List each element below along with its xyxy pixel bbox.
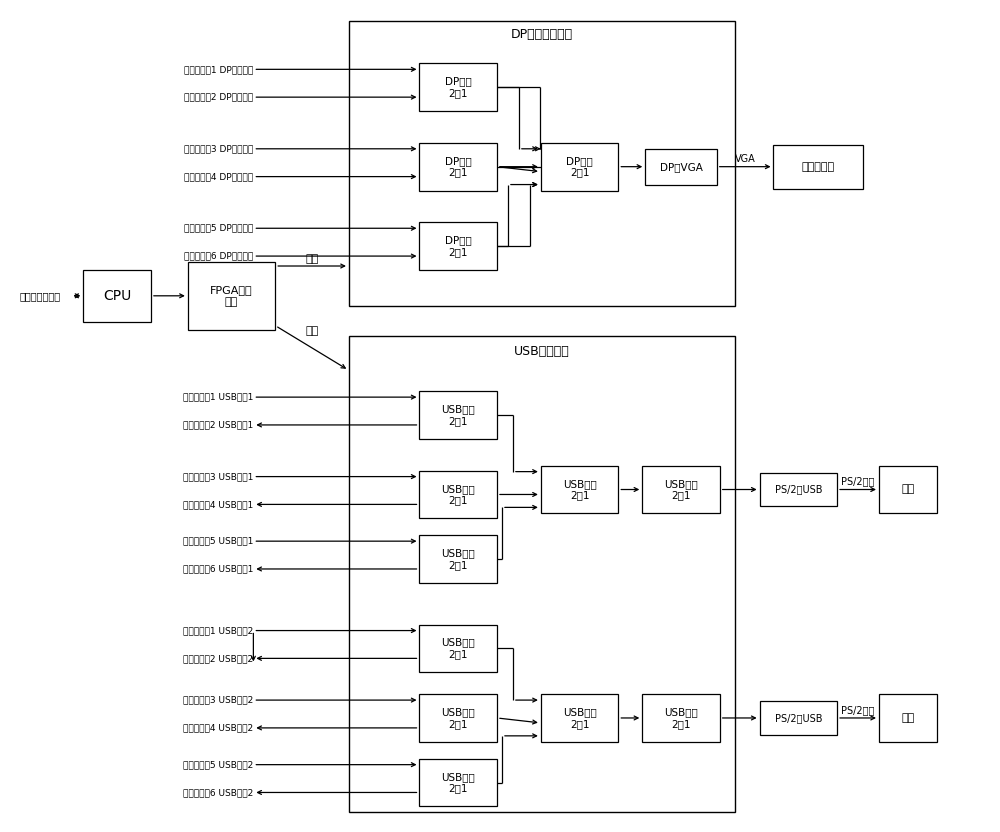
Text: USB切换
2选1: USB切换 2选1 (563, 707, 596, 729)
Text: DP切换
2选1: DP切换 2选1 (566, 156, 593, 177)
Bar (83, 270, 151, 322)
Bar (541, 466, 618, 513)
Bar (642, 466, 720, 513)
Text: 以太网控制信号: 以太网控制信号 (20, 291, 61, 301)
Text: 计算机模块6 USB信号2: 计算机模块6 USB信号2 (183, 788, 253, 797)
Text: 计算机模块6 DP显示信号: 计算机模块6 DP显示信号 (184, 251, 253, 260)
Bar (419, 391, 497, 438)
Text: USB切换
2选1: USB切换 2选1 (441, 707, 475, 729)
Text: USB切换
2选1: USB切换 2选1 (441, 772, 475, 794)
Bar (419, 471, 497, 518)
Text: 计算机模块1 USB信号1: 计算机模块1 USB信号1 (183, 393, 253, 402)
Text: 控制: 控制 (305, 254, 319, 264)
Bar (419, 222, 497, 270)
Bar (419, 535, 497, 583)
Bar (541, 143, 618, 191)
Bar (419, 694, 497, 742)
Text: PS/2转USB: PS/2转USB (775, 484, 822, 494)
Text: DP切换
2选1: DP切换 2选1 (445, 77, 472, 98)
Bar (419, 143, 497, 191)
Text: 计算机模块5 USB信号1: 计算机模块5 USB信号1 (183, 537, 253, 546)
Text: 计算机模块3 DP显示信号: 计算机模块3 DP显示信号 (184, 144, 253, 153)
Text: 调试显示器: 调试显示器 (802, 161, 835, 171)
Text: PS/2信号: PS/2信号 (841, 705, 875, 715)
Text: 计算机模块4 USB信号2: 计算机模块4 USB信号2 (183, 723, 253, 732)
Text: 计算机模块2 USB信号2: 计算机模块2 USB信号2 (183, 654, 253, 663)
Bar (760, 701, 837, 735)
Bar (349, 21, 735, 305)
Text: USB切换
2选1: USB切换 2选1 (664, 707, 698, 729)
Text: CPU: CPU (103, 289, 131, 303)
Text: USB切换
2选1: USB切换 2选1 (664, 478, 698, 500)
Bar (645, 149, 717, 185)
Bar (419, 63, 497, 111)
Text: USB切换
2选1: USB切换 2选1 (441, 404, 475, 426)
Text: USB切换
2选1: USB切换 2选1 (441, 637, 475, 659)
Text: VGA: VGA (735, 154, 756, 164)
Text: DP切换
2选1: DP切换 2选1 (445, 156, 472, 177)
Text: 控制: 控制 (305, 325, 319, 335)
Text: 计算机模块1 DP显示信号: 计算机模块1 DP显示信号 (184, 65, 253, 74)
Text: USB切换
2选1: USB切换 2选1 (563, 478, 596, 500)
Bar (419, 759, 497, 806)
Text: 键盘: 键盘 (901, 484, 914, 494)
Text: 计算机模块5 USB信号2: 计算机模块5 USB信号2 (183, 760, 253, 769)
Text: 计算机模块1 USB信号2: 计算机模块1 USB信号2 (183, 626, 253, 635)
Text: DP切换
2选1: DP切换 2选1 (445, 235, 472, 257)
Text: 计算机模块3 USB信号2: 计算机模块3 USB信号2 (183, 696, 253, 705)
Text: 计算机模块2 USB信号1: 计算机模块2 USB信号1 (183, 420, 253, 429)
Text: 计算机模块2 DP显示信号: 计算机模块2 DP显示信号 (184, 92, 253, 102)
Text: 计算机模块4 DP显示信号: 计算机模块4 DP显示信号 (184, 172, 253, 181)
Text: PS/2信号: PS/2信号 (841, 477, 875, 487)
Bar (642, 694, 720, 742)
Text: 计算机模块4 USB信号1: 计算机模块4 USB信号1 (183, 500, 253, 509)
Text: USB切换模块: USB切换模块 (514, 345, 570, 358)
Bar (419, 625, 497, 672)
Text: 计算机模块3 USB信号1: 计算机模块3 USB信号1 (183, 472, 253, 481)
Text: USB切换
2选1: USB切换 2选1 (441, 548, 475, 570)
Text: DP转VGA: DP转VGA (660, 161, 702, 171)
Text: 计算机模块6 USB信号1: 计算机模块6 USB信号1 (183, 564, 253, 573)
Text: 计算机模块5 DP显示信号: 计算机模块5 DP显示信号 (184, 224, 253, 233)
Text: DP显示切换模块: DP显示切换模块 (511, 28, 573, 41)
Bar (188, 262, 275, 329)
Text: PS/2转USB: PS/2转USB (775, 713, 822, 723)
Text: 鼠标: 鼠标 (901, 713, 914, 723)
Bar (541, 694, 618, 742)
Bar (349, 335, 735, 812)
Text: USB切换
2选1: USB切换 2选1 (441, 483, 475, 505)
Bar (760, 473, 837, 507)
Bar (879, 694, 937, 742)
Bar (773, 145, 863, 189)
Text: FPGA逻辑
电路: FPGA逻辑 电路 (210, 285, 253, 307)
Bar (879, 466, 937, 513)
